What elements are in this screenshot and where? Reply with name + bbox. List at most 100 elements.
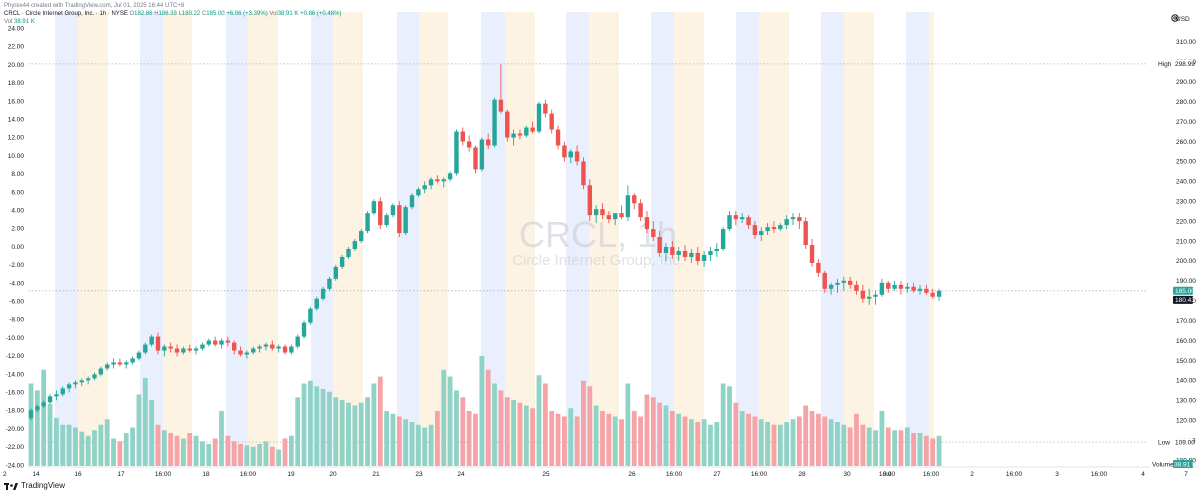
volume-bar (390, 413, 396, 466)
candle (308, 306, 313, 325)
volume-bar (860, 424, 866, 466)
volume-bar (479, 356, 485, 466)
candle-body (28, 410, 34, 419)
candle-body (238, 350, 243, 355)
candle-body (301, 322, 307, 337)
session-band (821, 12, 844, 466)
percent-tick: 20.00 (8, 62, 25, 69)
volume-bar (314, 386, 320, 466)
time-tick: 17 (117, 471, 125, 478)
candle (117, 358, 123, 367)
candle-body (822, 272, 827, 289)
candle (409, 193, 415, 210)
candle (740, 213, 745, 224)
volume-bar (841, 424, 847, 466)
volume-bar (346, 402, 351, 466)
volume-bar (930, 438, 936, 466)
candle-body (447, 173, 453, 180)
candle (105, 362, 110, 371)
volume-bar (746, 413, 751, 466)
candle-body (555, 129, 561, 146)
candle-body (714, 248, 719, 251)
candle-body (587, 185, 592, 216)
volume-bar (244, 445, 250, 466)
candle-body (663, 247, 669, 253)
candle-body (162, 346, 167, 351)
candle-body (917, 288, 923, 291)
candle-body (530, 127, 535, 132)
percent-tick: 4.00 (11, 208, 24, 215)
price-tick: 210.00 (1176, 238, 1196, 245)
candle-body (797, 217, 802, 222)
volume-bar (701, 419, 707, 466)
candle (593, 205, 599, 224)
price-tick: 190.00 (1176, 278, 1196, 285)
candle (860, 284, 866, 303)
volume-bar (60, 424, 66, 466)
candle-body (809, 245, 815, 263)
symbol-label[interactable]: CRCL · Circle Internet Group, Inc. · 1h … (4, 11, 128, 17)
candle (574, 145, 580, 166)
candle (676, 247, 681, 261)
candle-body (936, 290, 942, 297)
time-tick: 7 (1184, 471, 1188, 478)
volume-bar (790, 419, 796, 466)
gear-icon[interactable] (1170, 13, 1180, 23)
candle-body (212, 340, 218, 345)
percent-tick: -22.00 (6, 444, 25, 451)
candle (333, 264, 338, 281)
volume-bar (562, 416, 567, 466)
percent-tick: 6.00 (11, 189, 24, 196)
open-label: O (129, 11, 135, 17)
volume-bar (555, 413, 561, 466)
prev-close-marker: 180.43 (1173, 295, 1195, 304)
time-tick: 27 (713, 471, 721, 478)
volume-bar (250, 446, 256, 466)
volume-bar (193, 435, 199, 466)
candle (479, 137, 485, 172)
candle-body (905, 286, 910, 289)
candle-body (479, 139, 485, 170)
candle (339, 254, 345, 269)
volume-bar (447, 376, 453, 466)
candle-body (219, 340, 224, 345)
candle-body (320, 288, 326, 299)
volume-bar (739, 411, 745, 466)
candle (454, 129, 459, 176)
candle-body (276, 346, 281, 349)
candle-body (828, 284, 834, 289)
time-tick: 16:00 (666, 471, 683, 478)
volume-bar (47, 404, 53, 466)
candles (28, 63, 942, 421)
candle-body (143, 344, 148, 353)
candle-body (803, 221, 808, 246)
candle-body (581, 161, 586, 186)
volume-row-label[interactable]: Vol (4, 19, 13, 25)
candle-body (200, 344, 205, 349)
candle (879, 278, 885, 297)
candle (320, 286, 326, 301)
volume-bar (142, 378, 148, 466)
last-price-marker-box (1173, 286, 1193, 295)
price-tick: 170.00 (1176, 318, 1196, 325)
candle (193, 346, 199, 355)
candle-body (409, 195, 415, 208)
candle-body (771, 227, 777, 230)
volume-bar (542, 383, 548, 466)
session-band (397, 12, 419, 466)
candle-body (263, 344, 269, 347)
volume-bar (752, 416, 758, 466)
volume-bar (708, 424, 713, 466)
prev-close-marker-value: 180.43 (1175, 297, 1195, 304)
candle (79, 378, 84, 387)
candle (854, 280, 859, 295)
candle (301, 320, 307, 339)
session-band (844, 12, 874, 466)
candle (543, 99, 548, 118)
volume-bar (606, 413, 612, 466)
candle (54, 390, 59, 401)
candle-body (746, 217, 751, 226)
candle-body (740, 217, 745, 220)
time-tick: 16:00 (879, 471, 896, 478)
